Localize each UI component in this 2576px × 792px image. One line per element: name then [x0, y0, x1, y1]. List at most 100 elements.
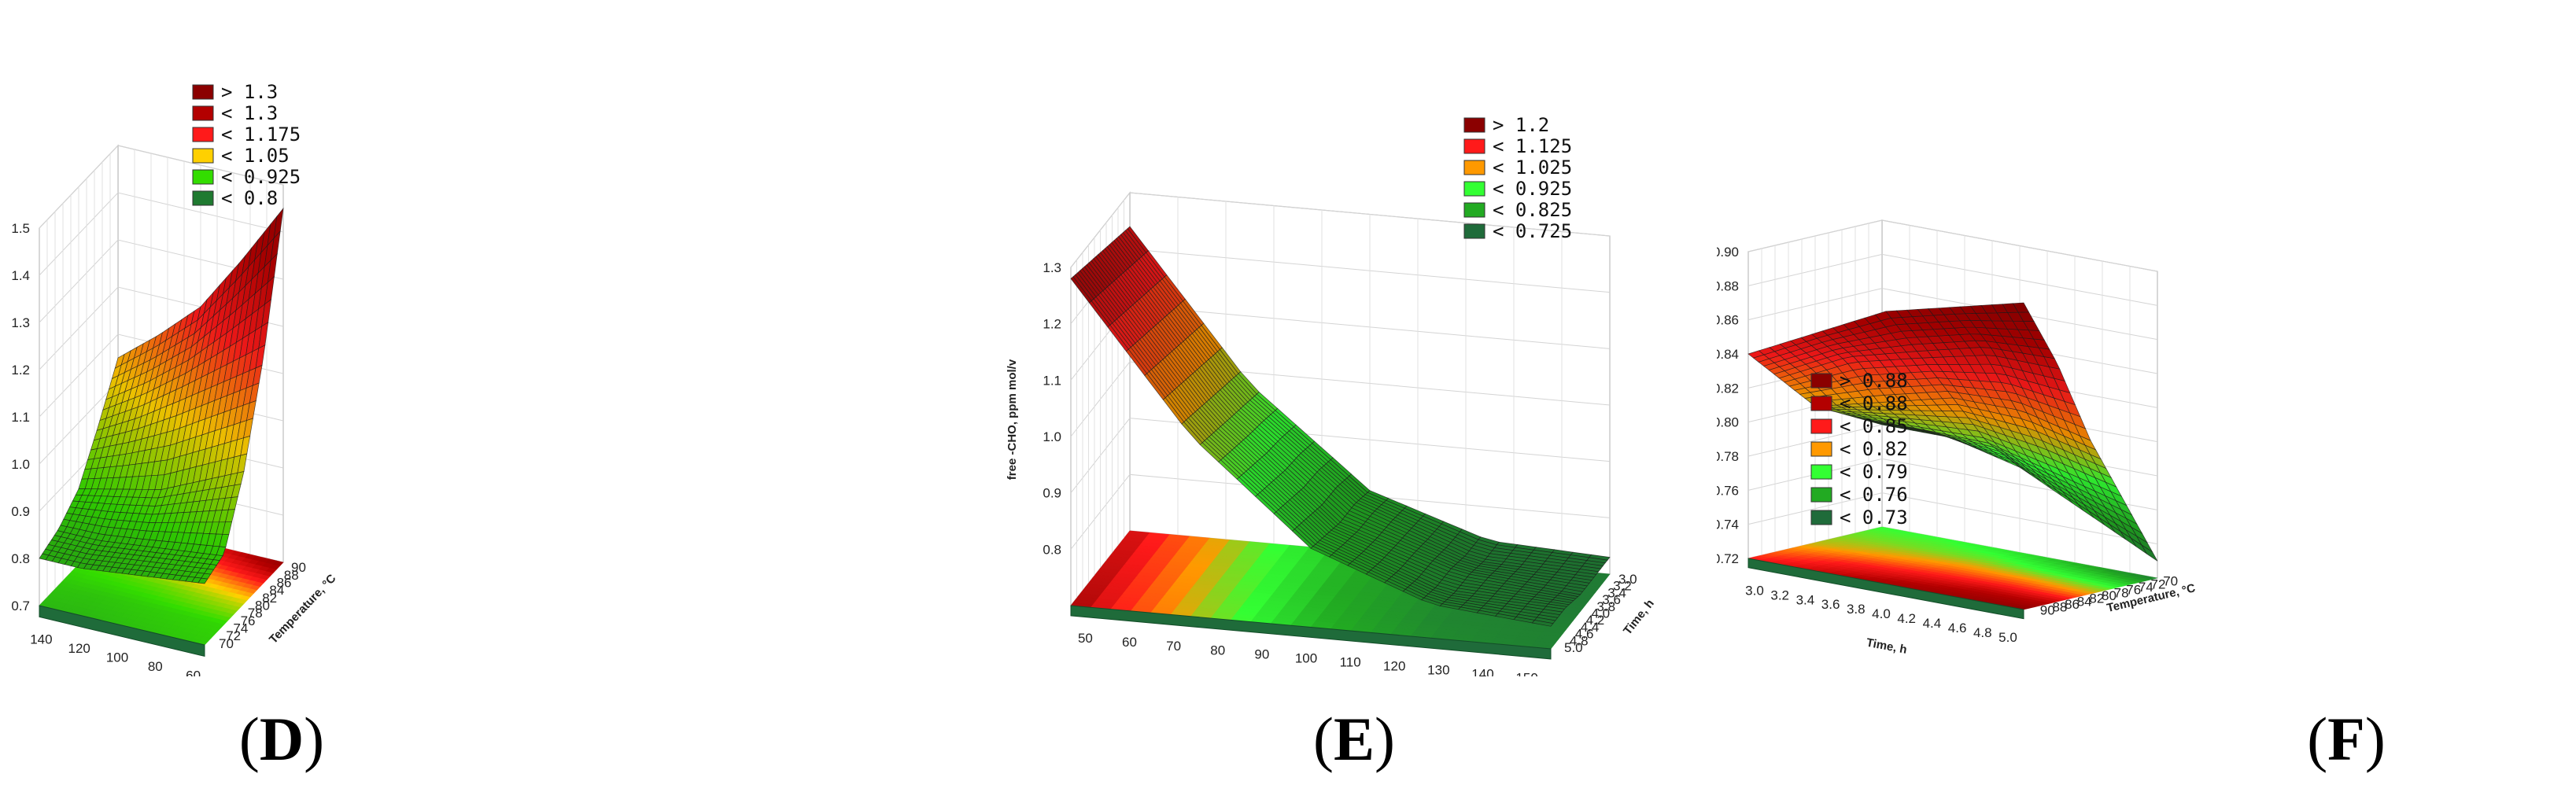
x-tick-label: 140 — [1471, 667, 1493, 676]
surface-plot-svg: 0.7 0.8 0.9 1.0 1.1 1.2 1.3 1.4 1.5 140 120 100 80 60… — [11, 81, 338, 676]
surface-plot-panel: 0.7 0.8 0.9 1.0 1.1 1.2 1.3 1.4 1.5 140 120 100 80 60… — [0, 0, 858, 792]
x-tick-label: 3.6 — [1821, 597, 1840, 612]
x-tick-label: 3.8 — [1847, 602, 1866, 617]
surface-cell — [1531, 620, 1554, 627]
legend-label: < 1.3 — [221, 102, 278, 124]
x-tick-label: 4.8 — [1973, 625, 1992, 640]
y-tick-label: 82 — [2089, 591, 2104, 606]
legend-label: < 1.175 — [221, 123, 301, 146]
y-tick-label: 88 — [284, 568, 299, 583]
panel-label: (E) — [1313, 705, 1395, 773]
x-tick-label: 90 — [1254, 646, 1269, 661]
legend-swatch — [192, 127, 214, 142]
x-tick-label: 3.4 — [1796, 592, 1815, 607]
x-axis-label: Time, h — [1866, 636, 1908, 657]
legend-swatch — [1810, 441, 1832, 457]
legend-swatch — [1463, 181, 1485, 197]
z-tick-label: 1.5 — [11, 221, 30, 236]
surface-plot-panel: 0.72 0.74 0.76 0.78 0.80 0.82 0.84 0.86 0.88 0.90… — [1717, 0, 2575, 792]
x-tick-label: 5.0 — [1998, 630, 2017, 645]
grid-line — [1070, 192, 1611, 268]
z-tick-label: 0.90 — [1717, 245, 1739, 260]
y-tick-label: 76 — [241, 613, 256, 628]
y-tick-label: 80 — [255, 599, 270, 613]
y-tick-label: 3.8 — [1596, 599, 1615, 614]
floor-contour-cell — [272, 560, 284, 566]
surface-cell — [197, 577, 209, 584]
legend-label: > 1.3 — [221, 81, 278, 103]
y-tick-label: 4.4 — [1581, 620, 1600, 635]
legend-swatch — [192, 190, 214, 206]
x-tick-label: 100 — [106, 650, 128, 665]
y-tick-label: 4.6 — [1575, 627, 1594, 642]
z-tick-label: 0.72 — [1717, 551, 1739, 566]
x-tick-label: 130 — [1427, 663, 1449, 676]
z-tick-label: 0.76 — [1717, 483, 1739, 498]
x-tick-label: 60 — [186, 668, 201, 676]
legend-swatch — [1463, 223, 1485, 239]
y-tick-label: 74 — [233, 621, 248, 635]
surface-plot: 0.8 0.9 1.0 1.1 1.2 1.3 50 60 70 80 90 100 110 120 130… — [1006, 114, 1657, 676]
y-tick-label: 82 — [262, 591, 277, 606]
x-tick-label: 4.2 — [1897, 611, 1916, 626]
z-tick-label: 1.2 — [1043, 317, 1061, 332]
legend-label: < 0.82 — [1840, 438, 1908, 460]
legend-label: < 0.825 — [1493, 199, 1572, 221]
legend-swatch — [1463, 160, 1485, 175]
y-tick-label: 3.0 — [1618, 572, 1637, 587]
legend-swatch — [1810, 373, 1832, 389]
legend-label: > 0.88 — [1840, 370, 1908, 392]
floor-edge — [39, 605, 205, 658]
legend-swatch — [1810, 464, 1832, 480]
z-tick-label: 0.88 — [1717, 278, 1739, 293]
panel-label: (F) — [2307, 705, 2386, 773]
y-tick-label: 88 — [2052, 600, 2067, 615]
legend-label: < 1.025 — [1493, 157, 1572, 179]
z-tick-label: 0.7 — [11, 599, 30, 613]
legend-swatch — [192, 105, 214, 121]
y-tick-label: 78 — [2114, 585, 2129, 600]
z-tick-label: 0.84 — [1717, 347, 1739, 362]
legend-label: < 0.725 — [1493, 220, 1572, 242]
z-tick-label: 1.1 — [1043, 373, 1061, 388]
z-tick-label: 0.74 — [1717, 518, 1739, 532]
x-tick-label: 60 — [1122, 635, 1137, 650]
x-tick-label: 4.6 — [1948, 621, 1967, 635]
z-tick-label: 0.78 — [1717, 449, 1739, 464]
grid-line — [1747, 253, 2158, 306]
y-tick-label: 70 — [219, 636, 234, 651]
y-tick-label: 72 — [2151, 577, 2166, 591]
surface-plot-panel: 0.8 0.9 1.0 1.1 1.2 1.3 50 60 70 80 90 100 110 120 130… — [858, 0, 1717, 792]
legend-label: < 0.925 — [1493, 178, 1572, 200]
floor-edge — [1747, 558, 2024, 620]
y-tick-label: 4.8 — [1570, 633, 1589, 648]
y-tick-label: 4.2 — [1586, 613, 1605, 628]
legend-label: < 1.125 — [1493, 135, 1572, 157]
legend-label: < 0.88 — [1840, 392, 1908, 414]
x-tick-label: 50 — [1078, 631, 1093, 646]
grid-line — [39, 145, 284, 229]
z-tick-label: 1.3 — [11, 315, 30, 330]
y-tick-label: 74 — [2139, 580, 2153, 595]
legend: > 0.88< 0.88< 0.85< 0.82< 0.79< 0.76< 0.… — [1810, 370, 1908, 529]
legend-label: > 1.2 — [1493, 114, 1549, 136]
floor-contour-cell — [2140, 575, 2158, 580]
z-tick-label: 0.9 — [11, 504, 30, 519]
x-tick-label: 4.4 — [1923, 616, 1942, 631]
grid-line — [39, 192, 284, 276]
y-tick-label: 90 — [2040, 602, 2055, 617]
legend-swatch — [1810, 396, 1832, 411]
z-tick-label: 1.0 — [11, 457, 30, 472]
y-tick-label: 72 — [226, 628, 241, 643]
z-tick-label: 0.86 — [1717, 313, 1739, 328]
x-tick-label: 3.2 — [1770, 588, 1789, 602]
y-tick-label: 3.4 — [1607, 585, 1626, 600]
x-tick-label: 80 — [148, 659, 163, 674]
legend-swatch — [1810, 510, 1832, 525]
z-tick-label: 1.0 — [1043, 429, 1061, 444]
legend-swatch — [192, 148, 214, 164]
legend: > 1.3< 1.3< 1.175< 1.05< 0.925< 0.8 — [192, 81, 301, 209]
grid-line — [1070, 418, 1611, 493]
y-tick-label: 5.0 — [1564, 640, 1583, 655]
z-tick-label: 1.4 — [11, 268, 30, 283]
